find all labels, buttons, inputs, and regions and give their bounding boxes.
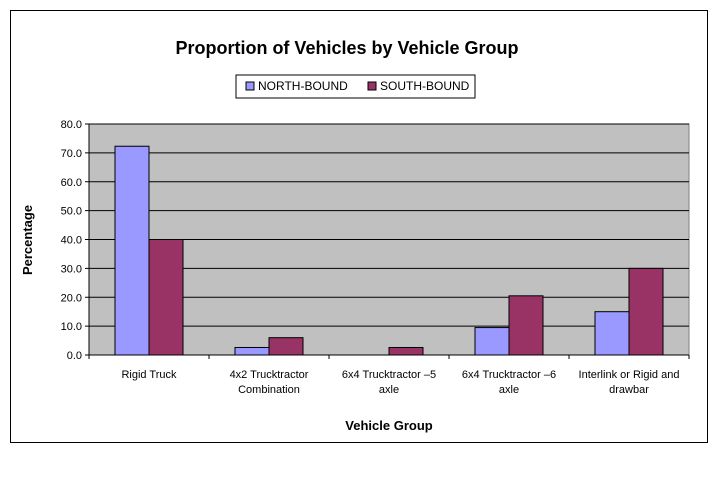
bar-north-bound [474,327,510,356]
legend-label: SOUTH-BOUND [380,79,470,93]
y-tick-label: 30.0 [61,263,82,275]
chart-frame: Proportion of Vehicles by Vehicle Group … [10,10,708,443]
bar-north-bound [234,346,270,356]
bar-south-bound [268,337,304,356]
x-tick-label: Interlink or Rigid and drawbar [579,369,680,396]
y-tick-label: 40.0 [61,235,82,247]
y-axis-title: Percentage [20,205,35,275]
x-tick-label: 4x2 Trucktractor Combination [230,369,309,396]
bar-south-bound [508,295,544,356]
legend-swatch [367,81,377,91]
y-tick-label: 10.0 [61,321,82,333]
y-tick-label: 70.0 [61,148,82,160]
legend: NORTH-BOUND SOUTH-BOUND [235,74,476,99]
bar-south-bound [148,239,184,356]
x-tick-label: 6x4 Trucktractor –5 axle [342,369,436,396]
legend-box [235,74,476,99]
bar-north-bound [594,311,630,356]
bars [114,145,664,356]
bar-chart: Proportion of Vehicles by Vehicle Group … [20,38,690,433]
x-tick-label: Rigid Truck [121,369,177,381]
y-tick-label: 60.0 [61,177,82,189]
bar-north-bound [114,145,150,356]
y-tick-label: 50.0 [61,206,82,218]
legend-swatch [245,81,255,91]
y-tick-label: 0.0 [67,350,82,362]
y-tick-label: 80.0 [61,119,82,131]
y-tick-label: 20.0 [61,292,82,304]
y-tick-labels: 0.0 10.0 20.0 30.0 40.0 50.0 60.0 70.0 80.0 [61,119,89,362]
gridlines [89,123,689,327]
x-tick-label: 6x4 Trucktractor –6 axle [462,369,556,396]
chart-title: Proportion of Vehicles by Vehicle Group [175,38,518,58]
x-axis-title: Vehicle Group [345,418,432,433]
bar-south-bound [628,267,664,356]
bar-south-bound [388,346,424,356]
x-tick-labels: Rigid Truck 4x2 Trucktractor Combination 6x… [121,369,679,396]
legend-label: NORTH-BOUND [258,79,348,93]
